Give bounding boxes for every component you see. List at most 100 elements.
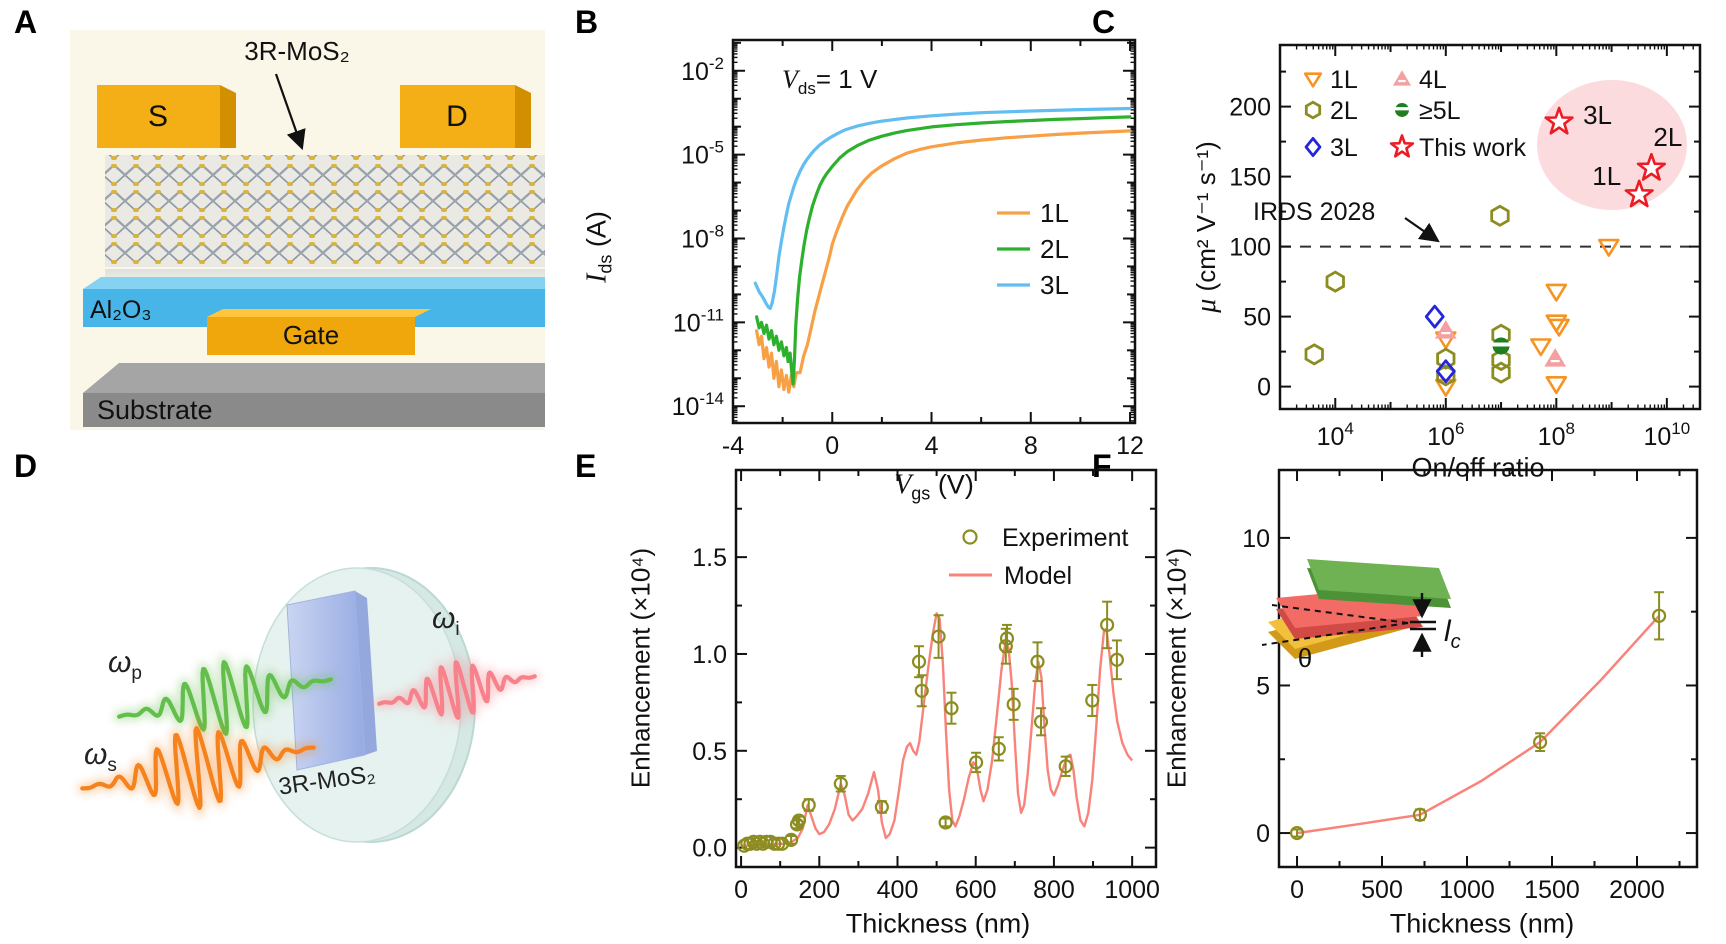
transfer-curves-chart: -4 0 4 8 12 10-14 10-11 10-8 10-5 10-2 1L 2L 3L: [672, 38, 1144, 460]
svg-text:10-14: 10-14: [672, 389, 724, 421]
svg-text:3L: 3L: [1040, 270, 1069, 300]
gate-label: Gate: [283, 320, 339, 350]
annotation-subscript: ds: [797, 79, 816, 99]
svg-text:4L: 4L: [1419, 66, 1447, 94]
panel-label-b: B: [575, 4, 599, 40]
drain-electrode-side: [515, 85, 531, 148]
b-y-axis-label: Ids (A): [581, 211, 616, 283]
e-legend: Experiment Model: [949, 524, 1128, 590]
svg-text:0.5: 0.5: [692, 738, 727, 766]
signal-pulse: [77, 716, 319, 820]
c-y-axis-label: μ (cm² V⁻¹ s⁻¹): [1191, 141, 1222, 313]
panel-label-c: C: [1092, 4, 1116, 40]
drain-label: D: [446, 100, 468, 133]
svg-text:200: 200: [798, 876, 840, 904]
e-y-axis-label: Enhancement (×10⁴): [625, 547, 656, 789]
f-model-line: [1296, 614, 1661, 835]
svg-text:Experiment: Experiment: [1002, 524, 1128, 552]
svg-text:2L: 2L: [1653, 122, 1682, 152]
svg-text:500: 500: [1361, 876, 1403, 904]
crystal-slab-side: [355, 591, 377, 755]
annotation-rest: = 1 V: [815, 64, 878, 94]
dielectric-top-face: [83, 277, 545, 289]
mos2-crystal-layer: [105, 155, 545, 267]
substrate-top-face: [83, 363, 545, 393]
svg-text:This work: This work: [1419, 134, 1526, 162]
model-curve: [741, 612, 1134, 847]
source-label: S: [148, 100, 168, 133]
svg-text:0.0: 0.0: [692, 835, 727, 863]
svg-text:4: 4: [925, 432, 939, 460]
material-label: 3R-MoS₂: [244, 36, 349, 66]
svg-text:1500: 1500: [1524, 876, 1580, 904]
signal-frequency-label: ωs: [84, 738, 117, 776]
svg-text:50: 50: [1243, 304, 1271, 332]
svg-text:3L: 3L: [1330, 134, 1358, 162]
svg-text:-4: -4: [722, 432, 744, 460]
series-4L: [1434, 320, 1567, 367]
pump-frequency-label: ωp: [108, 646, 142, 684]
svg-text:5: 5: [1256, 672, 1270, 700]
svg-text:10-2: 10-2: [681, 54, 724, 86]
svg-text:800: 800: [1033, 876, 1075, 904]
dielectric-label: Al₂O₃: [90, 296, 152, 324]
svg-text:400: 400: [877, 876, 919, 904]
drain-electrode: [400, 85, 515, 148]
svg-text:0: 0: [1290, 876, 1304, 904]
svg-text:1L: 1L: [1040, 198, 1069, 228]
experiment-points: [737, 600, 1124, 853]
optical-schematic: 3R-MoS₂: [77, 567, 540, 843]
annotation-symbol: V: [782, 65, 798, 94]
mobility-benchmark-chart: 104 106 108 1010 0 50 100 150 200 1L 2L 3L 4L ≥5L This…: [1229, 43, 1702, 451]
c-x-axis-label: On/off ratio: [1411, 452, 1545, 483]
svg-text:Model: Model: [1004, 562, 1072, 590]
f-y-axis-label: Enhancement (×10⁴): [1161, 547, 1192, 789]
enhancement-thickness-chart: 0 200 400 600 800 1000 0.0 0.5 1.0 1.5 Experiment M…: [692, 468, 1160, 904]
svg-text:12: 12: [1116, 432, 1144, 460]
svg-text:106: 106: [1427, 419, 1464, 451]
enhancement-total-thickness-chart: 0 500 1000 1500 2000 0 5 10 θ lc: [1242, 468, 1699, 904]
idler-frequency-label: ωi: [432, 602, 460, 640]
b-legend: 1L 2L 3L: [997, 198, 1069, 300]
series-≥5L: [1491, 337, 1511, 355]
svg-text:10-8: 10-8: [681, 221, 724, 253]
irds-annotation: IRDS 2028: [1253, 198, 1376, 226]
irds-pointer-arrow: [1404, 217, 1440, 243]
svg-text:150: 150: [1229, 164, 1271, 192]
svg-text:0: 0: [1256, 820, 1270, 848]
svg-text:200: 200: [1229, 94, 1271, 122]
source-electrode: [97, 85, 220, 148]
svg-text:1000: 1000: [1439, 876, 1495, 904]
theta-label: θ: [1298, 643, 1312, 673]
svg-text:2L: 2L: [1330, 97, 1358, 125]
svg-text:0: 0: [734, 876, 748, 904]
lc-label: lc: [1444, 615, 1461, 653]
f-data-points: [1289, 591, 1667, 841]
gate-electrode: [207, 317, 415, 355]
svg-text:1010: 1010: [1643, 419, 1690, 451]
svg-text:2000: 2000: [1609, 876, 1665, 904]
panel-label-a: A: [14, 4, 38, 40]
series-2L: [1304, 204, 1511, 387]
svg-text:2L: 2L: [1040, 234, 1069, 264]
f-x-axis-label: Thickness (nm): [1389, 908, 1575, 939]
highlight-ellipse: [1537, 80, 1687, 210]
svg-text:10: 10: [1242, 525, 1270, 553]
svg-text:0: 0: [825, 432, 839, 460]
panel-label-e: E: [575, 448, 597, 484]
panel-label-d: D: [14, 448, 38, 484]
source-electrode-side: [220, 85, 236, 148]
bias-annotation: Vds= 1 V: [782, 64, 877, 99]
svg-text:100: 100: [1229, 234, 1271, 262]
device-schematic: 3R-MoS₂ S D Al₂O₃ Gate Substrate: [70, 30, 545, 430]
panel-label-f: F: [1092, 448, 1112, 484]
gate-top-face: [207, 309, 431, 317]
svg-text:10-11: 10-11: [673, 305, 724, 337]
twist-stack-inset: θ lc: [1261, 559, 1461, 673]
substrate-label: Substrate: [97, 395, 213, 425]
svg-text:8: 8: [1024, 432, 1038, 460]
svg-text:1000: 1000: [1104, 876, 1160, 904]
series-3L: [1424, 304, 1456, 384]
pump-pulse: [114, 652, 336, 744]
